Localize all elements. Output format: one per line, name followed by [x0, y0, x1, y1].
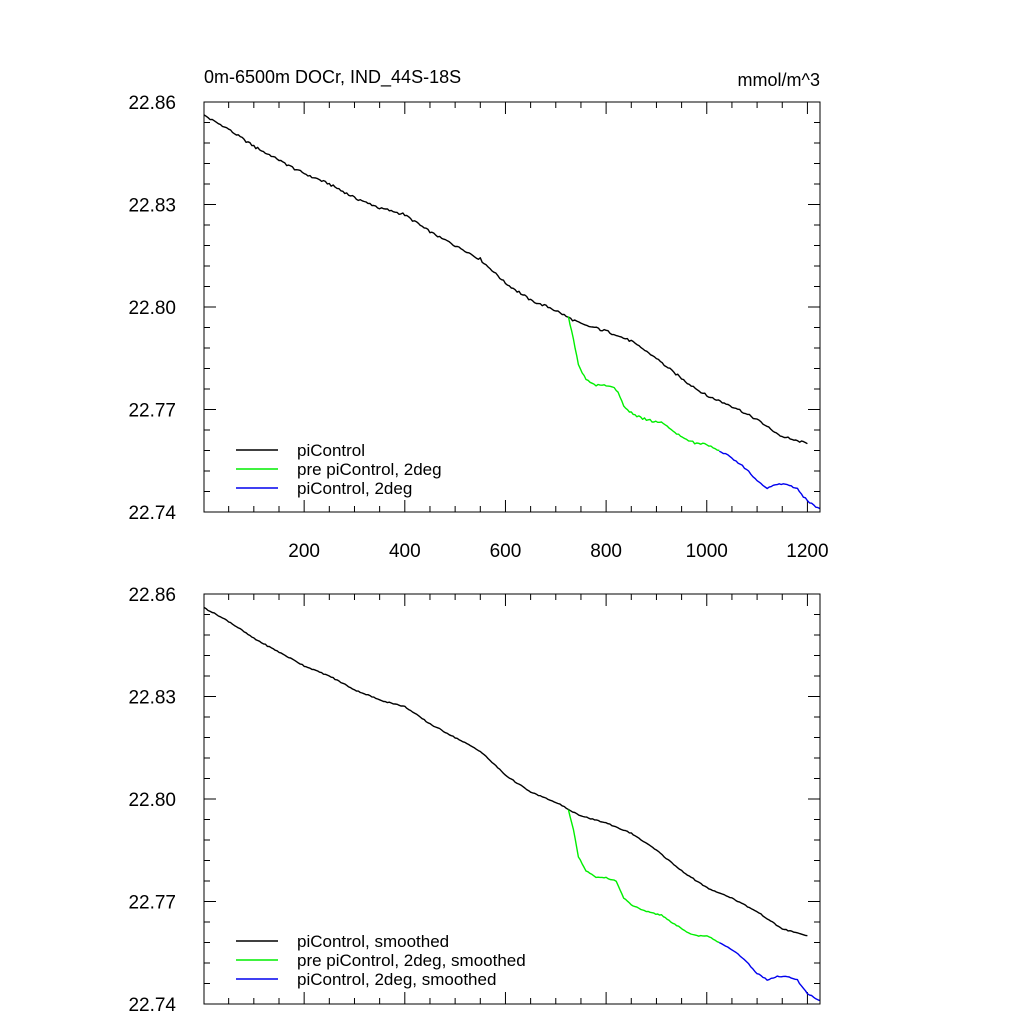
x-tick-label: 600	[490, 541, 522, 562]
bottom-plot-frame	[203, 593, 821, 1005]
bottom-panel: 22.74 22.77 22.80 22.83 22.86 piControl, smo…	[128, 585, 821, 1016]
y-tick-label: 22.80	[128, 790, 176, 811]
y-tick-label: 22.86	[128, 585, 176, 606]
legend-label: piControl, 2deg	[297, 479, 412, 498]
x-tick-label: 1000	[686, 541, 728, 562]
series-line	[203, 606, 808, 937]
top-ticks: 22.74 22.77 22.80 22.83 22.86 200 400 600 800 100…	[128, 93, 828, 562]
y-tick-label: 22.83	[128, 688, 176, 709]
units-label: mmol/m^3	[738, 70, 820, 90]
series-line	[567, 316, 720, 452]
legend-label: pre piControl, 2deg	[297, 460, 442, 479]
series-line	[718, 941, 821, 1002]
legend-label: pre piControl, 2deg, smoothed	[297, 951, 526, 970]
y-tick-label: 22.74	[128, 503, 176, 524]
series-line	[718, 450, 821, 510]
legend-label: piControl	[297, 441, 365, 460]
chart-title: 0m-6500m DOCr, IND_44S-18S	[204, 67, 461, 88]
y-tick-label: 22.86	[128, 93, 176, 114]
legend-label: piControl, smoothed	[297, 932, 449, 951]
top-plot-frame	[203, 101, 821, 513]
top-panel: 0m-6500m DOCr, IND_44S-18S mmol/m^3 22.7…	[128, 67, 828, 562]
y-tick-label: 22.74	[128, 995, 176, 1016]
x-tick-label: 800	[590, 541, 622, 562]
y-tick-label: 22.80	[128, 298, 176, 319]
series-line	[567, 809, 720, 944]
x-tick-label: 1200	[786, 541, 828, 562]
y-tick-label: 22.77	[128, 401, 176, 422]
bottom-lines	[203, 606, 821, 1002]
y-tick-label: 22.83	[128, 196, 176, 217]
x-tick-label: 200	[288, 541, 320, 562]
top-lines	[203, 114, 821, 510]
y-tick-label: 22.77	[128, 893, 176, 914]
series-line	[203, 114, 808, 445]
x-tick-label: 400	[389, 541, 421, 562]
legend-label: piControl, 2deg, smoothed	[297, 970, 496, 989]
